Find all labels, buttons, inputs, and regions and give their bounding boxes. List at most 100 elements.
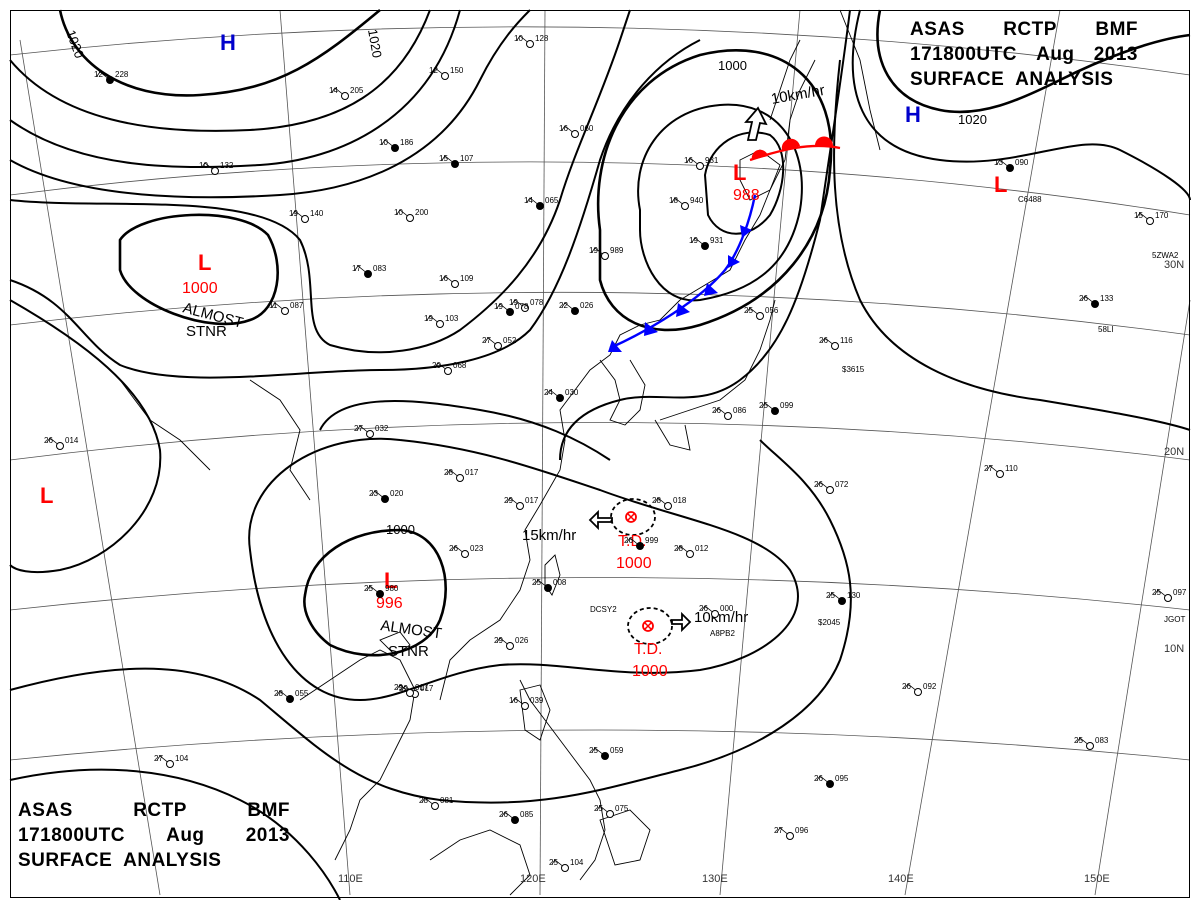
station-pressure: 026 [515, 636, 529, 645]
station-temperature: 20 [432, 361, 441, 370]
station-circle-icon [456, 474, 464, 482]
station-pressure: 128 [535, 34, 549, 43]
station-circle-icon [664, 502, 672, 510]
wind-barb-icon [396, 684, 411, 694]
station-temperature: 27 [984, 464, 993, 473]
td-south-motion-text: 10km/hr [694, 609, 748, 626]
station-plot: 27 052 [482, 336, 517, 350]
station-circle-icon [516, 502, 524, 510]
station-pressure: 060 [580, 124, 594, 133]
cold-front-tri-1 [608, 340, 622, 352]
wind-barb-icon [691, 237, 706, 247]
station-pressure: 109 [460, 274, 474, 283]
td-south-label: T.D. [634, 641, 662, 658]
station-pressure: 931 [710, 236, 724, 245]
station-temperature: 16 [439, 274, 448, 283]
ship-station-code: $3615 [842, 365, 865, 374]
title-time: 171800UTC [910, 44, 1017, 65]
cold-front-tri-2 [644, 322, 658, 336]
station-pressure: 140 [310, 209, 324, 218]
tropical-depressions [610, 498, 673, 645]
wind-barb-icon [421, 797, 436, 807]
ship-station-code: C6488 [1018, 195, 1042, 204]
station-pressure: 096 [795, 826, 809, 835]
station-pressure: 132 [220, 161, 234, 170]
station-plot: 14 065 [524, 196, 559, 210]
station-pressure: 014 [65, 436, 79, 445]
station-temperature: 14 [329, 86, 338, 95]
station-circle-icon [364, 270, 372, 278]
station-pressure: 059 [610, 746, 624, 755]
title-month: Aug [166, 825, 205, 846]
title-agency: ASAS [910, 19, 965, 40]
cold-front [608, 194, 757, 352]
station-circle-icon [521, 702, 529, 710]
station-plot: 22 026 [559, 301, 594, 315]
station-pressure: 020 [390, 489, 404, 498]
station-pressure: 012 [695, 544, 709, 553]
lat-label-10n: 10N [1164, 643, 1184, 655]
title-time: 171800UTC [18, 825, 125, 846]
wind-barb-icon [546, 389, 561, 399]
td-north-center-icon [625, 511, 637, 523]
coast-indochina [299, 649, 416, 861]
station-pressure: 980 [385, 584, 399, 593]
lat-line-30n [9, 291, 1191, 336]
station-circle-icon [826, 780, 834, 788]
wind-barb-icon [596, 805, 611, 815]
station-plot: 20 068 [432, 361, 467, 375]
station-plot: 25 056 [744, 306, 779, 320]
station-pressure: 086 [733, 406, 747, 415]
wind-barb-icon [591, 747, 606, 757]
station-pressure: 205 [350, 86, 364, 95]
station-circle-icon [724, 412, 732, 420]
wind-barb-icon [1154, 589, 1169, 599]
station-temperature: 19 [289, 209, 298, 218]
ship-station-code: A8PB2 [710, 629, 735, 638]
station-circle-icon [1146, 217, 1154, 225]
wind-barb-icon [506, 497, 521, 507]
isobar-south-outer [9, 439, 852, 804]
title-block-bottom-left: ASAS RCTP BMF 171800UTC Aug 2013 SURFACE… [18, 798, 290, 873]
station-temperature: 15 [1134, 211, 1143, 220]
station-circle-icon [406, 689, 414, 697]
station-plot: 29 017 [394, 683, 429, 697]
station-circle-icon [1091, 300, 1099, 308]
wind-barb-icon [986, 465, 1001, 475]
station-circle-icon [771, 407, 779, 415]
title-line-3: SURFACE ANALYSIS [910, 67, 1138, 92]
station-pressure: 000 [720, 604, 734, 613]
station-circle-icon [536, 202, 544, 210]
wind-barb-icon [526, 197, 541, 207]
station-circle-icon [436, 320, 444, 328]
wind-barb-icon [354, 265, 369, 275]
station-plots: 12 228 14 205 10 132 15 107 10 128 16 060 14 065 16 931… [44, 34, 1187, 872]
lon-line-130e [719, 9, 801, 896]
station-circle-icon [381, 495, 389, 503]
station-pressure: 999 [645, 536, 659, 545]
coast-korea [599, 359, 646, 426]
title-product: SURFACE ANALYSIS [910, 69, 1114, 90]
graticule [9, 9, 1191, 896]
station-circle-icon [106, 76, 114, 84]
wind-barb-icon [534, 579, 549, 589]
low-mongolia-symbol: L [198, 250, 211, 275]
wind-barb-icon [441, 275, 456, 285]
warm-front-bump-2 [781, 138, 800, 150]
title-block-top-right: ASAS RCTP BMF 171800UTC Aug 2013 SURFACE… [910, 17, 1138, 92]
station-plot: 26 095 [814, 774, 849, 788]
station-circle-icon [301, 215, 309, 223]
wind-barb-icon [511, 697, 526, 707]
coast-kyushu [654, 419, 691, 451]
station-temperature: 16 [684, 156, 693, 165]
station-temperature: 27 [354, 424, 363, 433]
station-circle-icon [601, 752, 609, 760]
station-plot: 10 186 [379, 138, 414, 152]
station-temperature: 29 [494, 636, 503, 645]
station-plot: 12 150 [429, 66, 464, 80]
coast-japan [659, 299, 776, 421]
station-plot: 11 087 [269, 301, 304, 315]
station-pressure: 095 [835, 774, 849, 783]
high-ne-symbol: H [905, 102, 921, 127]
station-plot: 15 107 [439, 154, 474, 168]
